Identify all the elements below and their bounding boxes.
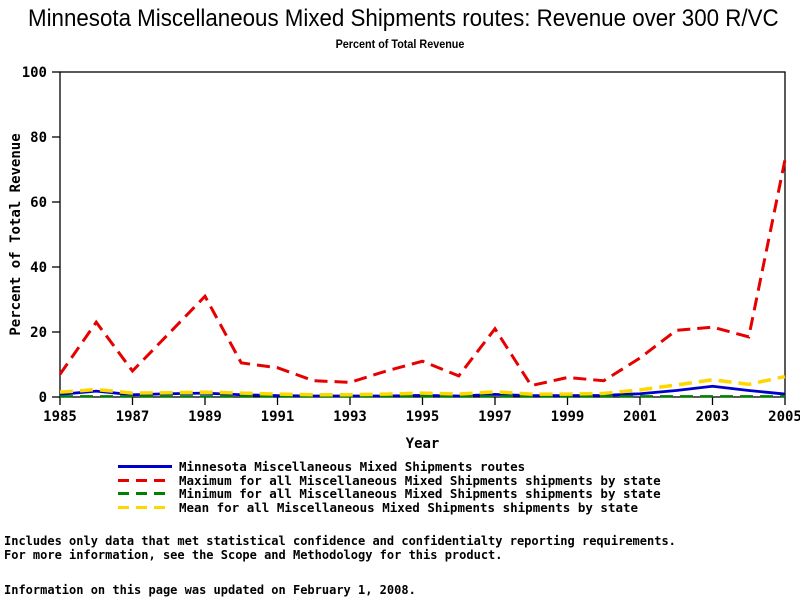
- x-tick-label: 1993: [333, 409, 367, 425]
- x-tick-label: 1997: [478, 409, 512, 425]
- x-tick-label: 1985: [43, 409, 77, 425]
- x-tick-label: 1995: [406, 409, 440, 425]
- y-tick-label: 100: [22, 65, 47, 81]
- footer-note: Includes only data that met statistical …: [4, 534, 676, 562]
- x-tick-label: 2001: [623, 409, 657, 425]
- x-tick-label: 1987: [116, 409, 150, 425]
- y-axis-title: Percent of Total Revenue: [8, 133, 24, 335]
- legend-item-1: Maximum for all Miscellaneous Mixed Ship…: [118, 474, 661, 488]
- legend-label: Minnesota Miscellaneous Mixed Shipments …: [179, 459, 526, 475]
- x-tick-label: 2003: [696, 409, 730, 425]
- y-tick-label: 80: [30, 130, 47, 146]
- footer-line-2: For more information, see the Scope and …: [4, 547, 503, 562]
- legend-line-swatch: [118, 478, 172, 482]
- x-tick-label: 2005: [768, 409, 800, 425]
- legend-line-swatch: [118, 465, 172, 469]
- y-tick-label: 20: [30, 325, 47, 341]
- legend-item-0: Minnesota Miscellaneous Mixed Shipments …: [118, 460, 661, 474]
- legend-item-2: Minimum for all Miscellaneous Mixed Ship…: [118, 487, 661, 501]
- x-tick-label: 1989: [188, 409, 222, 425]
- legend-line-swatch: [118, 505, 172, 509]
- legend-item-3: Mean for all Miscellaneous Mixed Shipmen…: [118, 501, 661, 515]
- chart-subtitle: Percent of Total Revenue: [335, 37, 465, 51]
- plot-frame: [59, 71, 786, 398]
- legend-label: Mean for all Miscellaneous Mixed Shipmen…: [179, 499, 639, 515]
- x-tick-label: 1999: [551, 409, 585, 425]
- y-tick-label: 60: [30, 195, 47, 211]
- legend-label: Minimum for all Miscellaneous Mixed Ship…: [179, 486, 661, 502]
- y-tick-label: 40: [30, 260, 47, 276]
- chart-legend: Minnesota Miscellaneous Mixed Shipments …: [118, 460, 661, 514]
- series-line-1: [58, 159, 787, 388]
- updated-note: Information on this page was updated on …: [4, 583, 416, 597]
- series-line-3: [59, 374, 786, 397]
- x-tick-label: 1991: [261, 409, 295, 425]
- footer-line-1: Includes only data that met statistical …: [4, 534, 676, 548]
- chart-title: Minnesota Miscellaneous Mixed Shipments …: [28, 5, 779, 32]
- legend-line-swatch: [118, 492, 172, 496]
- y-tick-label: 0: [39, 390, 47, 406]
- legend-label: Maximum for all Miscellaneous Mixed Ship…: [179, 472, 661, 488]
- x-axis-title: Year: [406, 436, 440, 452]
